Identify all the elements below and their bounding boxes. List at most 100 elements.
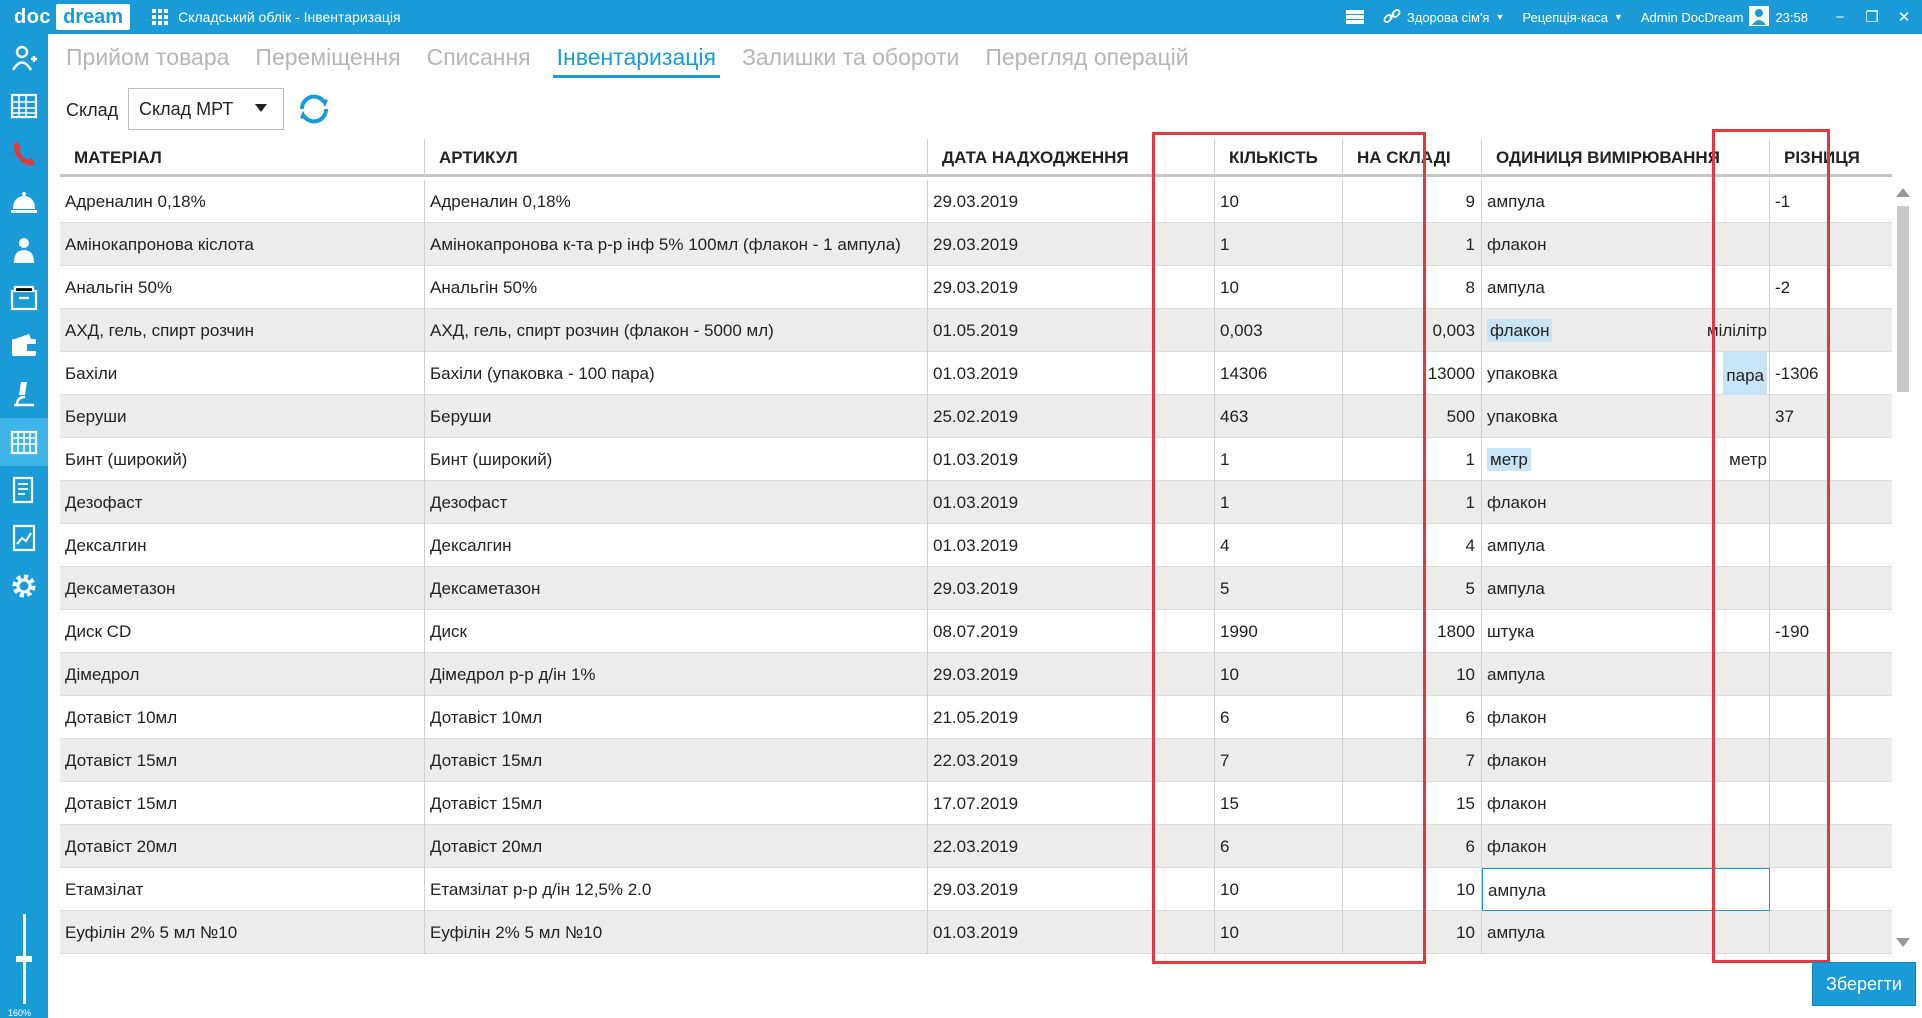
cell-material[interactable]: Адреналин 0,18% — [60, 180, 425, 223]
cell-article[interactable]: Дексалгин — [425, 524, 928, 567]
cell-unit[interactable]: ампула — [1482, 180, 1770, 223]
cell-diff[interactable] — [1770, 782, 1892, 825]
cell-article[interactable]: Дотавіст 20мл — [425, 825, 928, 868]
apps-grid-icon[interactable] — [152, 9, 169, 25]
cell-unit[interactable]: метр метр — [1482, 438, 1770, 481]
col-qty[interactable]: КІЛЬКІСТЬ — [1215, 139, 1343, 177]
cell-qty[interactable]: 10 — [1215, 266, 1343, 309]
tab-5[interactable]: Залишки та обороти — [741, 44, 960, 70]
cell-material[interactable]: Бинт (широкий) — [60, 438, 425, 481]
doctor-icon[interactable] — [0, 226, 48, 274]
cell-stock[interactable]: 10 — [1343, 653, 1482, 696]
schedule-icon[interactable] — [0, 82, 48, 130]
cell-stock[interactable]: 10 — [1343, 911, 1482, 954]
cell-unit[interactable]: флакон — [1482, 223, 1770, 266]
table-row[interactable]: Дотавіст 20мл Дотавіст 20мл 22.03.2019 6 6 фл… — [60, 825, 1892, 868]
vertical-scrollbar[interactable] — [1894, 182, 1912, 952]
cell-article[interactable]: Дезофаст — [425, 481, 928, 524]
cell-stock[interactable]: 0,003 — [1343, 309, 1482, 352]
cell-article[interactable]: АХД, гель, спирт розчин (флакон - 5000 м… — [425, 309, 928, 352]
cell-material[interactable]: Дотавіст 15мл — [60, 782, 425, 825]
cell-material[interactable]: АХД, гель, спирт розчин — [60, 309, 425, 352]
archive-icon[interactable] — [0, 274, 48, 322]
col-article[interactable]: АРТИКУЛ — [425, 139, 928, 177]
cell-material[interactable]: Дезофаст — [60, 481, 425, 524]
table-row[interactable]: Дотавіст 10мл Дотавіст 10мл 21.05.2019 6 6 фл… — [60, 696, 1892, 739]
cell-article[interactable]: Дексаметазон — [425, 567, 928, 610]
cell-stock[interactable]: 1 — [1343, 438, 1482, 481]
cell-date[interactable]: 01.03.2019 — [928, 438, 1215, 481]
clinic-selector[interactable]: Здорова сім'я ▼ — [1383, 7, 1504, 28]
tab-2[interactable]: Переміщення — [255, 44, 401, 70]
cell-diff[interactable] — [1770, 825, 1892, 868]
close-icon[interactable]: ✕ — [1897, 9, 1911, 26]
cell-date[interactable]: 01.03.2019 — [928, 481, 1215, 524]
cell-diff[interactable] — [1770, 567, 1892, 610]
report-icon[interactable] — [0, 466, 48, 514]
cell-diff[interactable] — [1770, 438, 1892, 481]
patient-icon[interactable] — [0, 34, 48, 82]
cell-article[interactable]: Бахіли (упаковка - 100 пара) — [425, 352, 928, 395]
cell-stock[interactable]: 13000 — [1343, 352, 1482, 395]
table-row[interactable]: Беруши Беруши 25.02.2019 463 500 упаковка 37 — [60, 395, 1892, 438]
cell-date[interactable]: 29.03.2019 — [928, 266, 1215, 309]
cell-material[interactable]: Дексаметазон — [60, 567, 425, 610]
cell-unit[interactable]: флакон — [1482, 696, 1770, 739]
cell-stock[interactable]: 8 — [1343, 266, 1482, 309]
cell-material[interactable]: Дотавіст 10мл — [60, 696, 425, 739]
save-button[interactable]: Зберегти — [1812, 962, 1916, 1006]
cell-stock[interactable]: 5 — [1343, 567, 1482, 610]
table-row[interactable]: Анальгін 50% Анальгін 50% 29.03.2019 10 8 амп… — [60, 266, 1892, 309]
cell-diff[interactable] — [1770, 223, 1892, 266]
cell-qty[interactable]: 10 — [1215, 180, 1343, 223]
cell-qty[interactable]: 1990 — [1215, 610, 1343, 653]
cell-material[interactable]: Дімедрол — [60, 653, 425, 696]
cell-diff[interactable]: -1 — [1770, 180, 1892, 223]
cell-unit[interactable]: ампула — [1482, 653, 1770, 696]
cell-date[interactable]: 01.03.2019 — [928, 524, 1215, 567]
table-row[interactable]: Дексаметазон Дексаметазон 29.03.2019 5 5 ампу… — [60, 567, 1892, 610]
cell-date[interactable]: 01.05.2019 — [928, 309, 1215, 352]
cell-stock[interactable]: 15 — [1343, 782, 1482, 825]
table-row[interactable]: Бахіли Бахіли (упаковка - 100 пара) 01.03.… — [60, 352, 1892, 395]
cell-qty[interactable]: 6 — [1215, 696, 1343, 739]
table-row[interactable]: Дімедрол Дімедрол р-р д/ін 1% 29.03.2019 10… — [60, 653, 1892, 696]
cell-qty[interactable]: 10 — [1215, 911, 1343, 954]
cell-article[interactable]: Дотавіст 15мл — [425, 739, 928, 782]
cell-stock[interactable]: 7 — [1343, 739, 1482, 782]
scroll-up-icon[interactable] — [1896, 188, 1910, 197]
cell-article[interactable]: Дотавіст 15мл — [425, 782, 928, 825]
warehouse-dropdown[interactable]: Склад МРТ — [128, 88, 284, 130]
cell-date[interactable]: 29.03.2019 — [928, 653, 1215, 696]
cell-qty[interactable]: 1 — [1215, 481, 1343, 524]
cell-unit[interactable]: флакон мілілітр — [1482, 309, 1770, 352]
cell-diff[interactable] — [1770, 696, 1892, 739]
cell-article[interactable]: Дотавіст 10мл — [425, 696, 928, 739]
table-row[interactable]: Бинт (широкий) Бинт (широкий) 01.03.2019 1 1… — [60, 438, 1892, 481]
cell-stock[interactable]: 1 — [1343, 481, 1482, 524]
cell-diff[interactable] — [1770, 524, 1892, 567]
cell-article[interactable]: Еуфілін 2% 5 мл №10 — [425, 911, 928, 954]
cell-diff[interactable] — [1770, 309, 1892, 352]
cell-unit[interactable]: упаковка пара — [1482, 352, 1770, 395]
cell-article[interactable]: Бинт (широкий) — [425, 438, 928, 481]
col-unit[interactable]: ОДИНИЦЯ ВИМІРЮВАННЯ — [1482, 139, 1770, 177]
zoom-slider[interactable]: 160% — [8, 914, 36, 1018]
cell-unit[interactable]: флакон — [1482, 782, 1770, 825]
cell-diff[interactable]: -190 — [1770, 610, 1892, 653]
cell-stock[interactable]: 4 — [1343, 524, 1482, 567]
table-row[interactable]: Диск CD Диск 08.07.2019 1990 1800 штука -190 — [60, 610, 1892, 653]
table-row[interactable]: АХД, гель, спирт розчин АХД, гель, спирт … — [60, 309, 1892, 352]
cell-diff[interactable] — [1770, 911, 1892, 954]
cell-date[interactable]: 22.03.2019 — [928, 825, 1215, 868]
scroll-down-icon[interactable] — [1896, 938, 1910, 947]
cell-unit[interactable]: флакон — [1482, 739, 1770, 782]
cell-material[interactable]: Амінокапронова кіслота — [60, 223, 425, 266]
tab-3[interactable]: Списання — [426, 44, 531, 70]
warehouse-icon[interactable] — [0, 418, 48, 466]
lab-microscope-icon[interactable] — [0, 370, 48, 418]
cell-unit[interactable]: флакон — [1482, 481, 1770, 524]
cell-unit[interactable]: ампула — [1482, 567, 1770, 610]
table-row[interactable]: Дексалгин Дексалгин 01.03.2019 4 4 ампула — [60, 524, 1892, 567]
table-row[interactable]: Дотавіст 15мл Дотавіст 15мл 17.07.2019 15 15… — [60, 782, 1892, 825]
